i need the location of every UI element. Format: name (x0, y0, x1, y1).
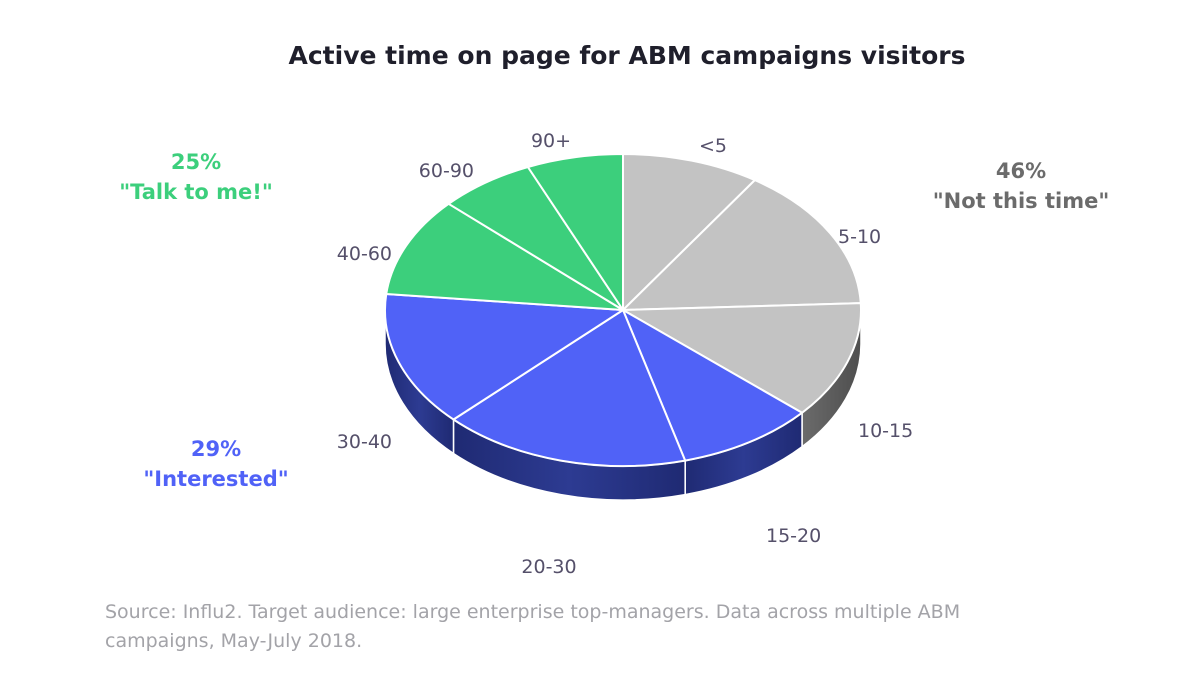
pie-slices (384, 153, 862, 467)
group-percent-not-this-time: 46% (996, 159, 1046, 183)
pie-slice-30-40 (384, 292, 624, 421)
pie-slice-10-15 (622, 302, 862, 414)
group-percent-talk-to-me: 25% (171, 150, 221, 174)
group-label-interested: "Interested" (143, 467, 288, 491)
group-percent-interested: 29% (191, 437, 241, 461)
pie-label-20-30: 20-30 (521, 556, 576, 578)
pie-label-15-20: 15-20 (766, 525, 821, 547)
pie-slice-90 (526, 153, 624, 311)
pie-label-5: <5 (699, 135, 727, 157)
pie-slice-5 (622, 153, 756, 311)
pie-label-5-10: 5-10 (838, 226, 881, 248)
source-note: Source: Influ2. Target audience: large e… (105, 601, 961, 652)
chart-title: Active time on page for ABM campaigns vi… (289, 41, 966, 70)
group-label-talk-to-me: "Talk to me!" (119, 180, 273, 204)
pie-slice-40-60 (385, 202, 624, 311)
group-label-not-this-time: "Not this time" (933, 189, 1110, 213)
pie-label-60-90: 60-90 (419, 160, 474, 182)
pie-slice-20-30 (452, 309, 687, 467)
pie-label-30-40: 30-40 (337, 431, 392, 453)
pie-label-40-60: 40-60 (337, 243, 392, 265)
pie-label-10-15: 10-15 (858, 420, 913, 442)
pie-slice-15-20 (622, 309, 804, 462)
pie-slice-5-10 (622, 179, 862, 311)
pie-category-labels: <5 5-10 10-15 15-20 20-30 30-40 40-60 60-90 90+ (337, 130, 913, 578)
pie-label-90: 90+ (531, 130, 571, 152)
